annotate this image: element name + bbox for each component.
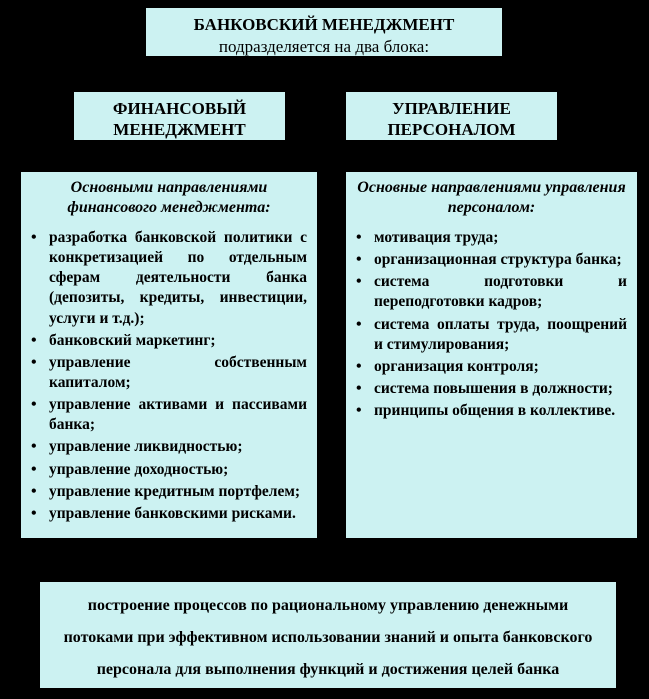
- right-list-heading: Основные направлениями управления персон…: [356, 178, 627, 218]
- list-item: разработка банковской политики с конкрет…: [31, 228, 307, 329]
- list-item: управление собственным капиталом;: [31, 353, 307, 393]
- list-item: система оплаты труда, поощрений и стимул…: [356, 315, 627, 355]
- list-item: управление ликвидностью;: [31, 437, 307, 457]
- list-item: система подготовки и переподготовки кадр…: [356, 272, 627, 312]
- list-item: банковский маркетинг;: [31, 331, 307, 351]
- list-item: управление кредитным портфелем;: [31, 482, 307, 502]
- list-item: организационная структура банка;: [356, 250, 627, 270]
- list-item: мотивация труда;: [356, 228, 627, 248]
- right-list: мотивация труда;организационная структур…: [356, 228, 627, 421]
- right-list-box: Основные направлениями управления персон…: [344, 170, 639, 540]
- left-title-box: ФИНАНСОВЫЙ МЕНЕДЖМЕНТ: [72, 90, 287, 142]
- bottom-box: построение процессов по рациональному уп…: [38, 580, 618, 690]
- list-item: система повышения в должности;: [356, 379, 627, 399]
- top-box: БАНКОВСКИЙ МЕНЕДЖМЕНТ подразделяется на …: [144, 6, 504, 58]
- left-title-line1: ФИНАНСОВЫЙ: [84, 98, 275, 119]
- left-list-box: Основными направлениями финансового мене…: [19, 170, 319, 540]
- bottom-text: построение процессов по рациональному уп…: [54, 590, 602, 686]
- right-title-line1: УПРАВЛЕНИЕ: [356, 98, 547, 119]
- list-item: организация контроля;: [356, 357, 627, 377]
- left-list: разработка банковской политики с конкрет…: [31, 228, 307, 524]
- top-title: БАНКОВСКИЙ МЕНЕДЖМЕНТ: [156, 14, 492, 36]
- top-subtitle: подразделяется на два блока:: [156, 36, 492, 58]
- list-item: управление активами и пассивами банка;: [31, 395, 307, 435]
- left-list-heading: Основными направлениями финансового мене…: [31, 178, 307, 218]
- list-item: принципы общения в коллективе.: [356, 401, 627, 421]
- list-item: управление банковскими рисками.: [31, 504, 307, 524]
- right-title-line2: ПЕРСОНАЛОМ: [356, 119, 547, 140]
- right-title-box: УПРАВЛЕНИЕ ПЕРСОНАЛОМ: [344, 90, 559, 142]
- list-item: управление доходностью;: [31, 460, 307, 480]
- left-title-line2: МЕНЕДЖМЕНТ: [84, 119, 275, 140]
